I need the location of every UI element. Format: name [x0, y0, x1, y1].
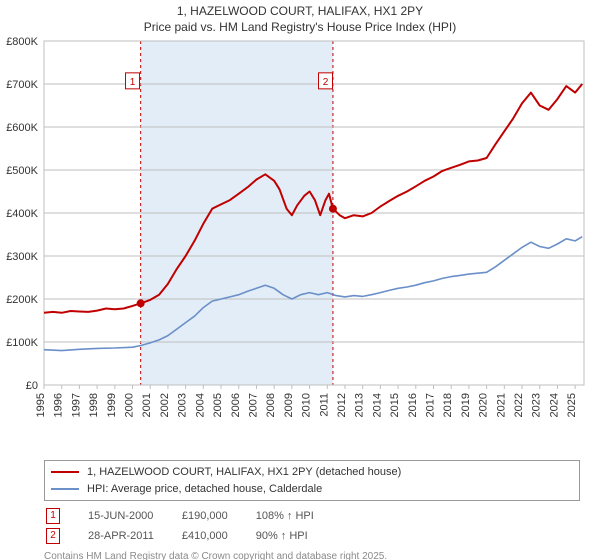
legend-swatch-hpi [51, 488, 79, 490]
sale-marker-1: 1 [46, 508, 60, 524]
svg-text:2025: 2025 [566, 393, 578, 417]
svg-text:2: 2 [323, 77, 329, 88]
legend-row-hpi: HPI: Average price, detached house, Cald… [51, 481, 573, 498]
svg-text:2009: 2009 [283, 393, 295, 417]
price-line-chart: £0 £100K £200K £300K £400K £500K £600K £700K £80… [0, 35, 600, 451]
svg-text:2017: 2017 [425, 393, 437, 417]
svg-text:1995: 1995 [35, 393, 47, 417]
legend: 1, HAZELWOOD COURT, HALIFAX, HX1 2PY (de… [44, 460, 580, 501]
table-row: 2 28-APR-2011 £410,000 90% ↑ HPI [46, 527, 340, 545]
svg-text:2011: 2011 [318, 393, 330, 417]
svg-text:2000: 2000 [124, 393, 136, 417]
svg-text:1997: 1997 [70, 393, 82, 417]
svg-text:2022: 2022 [513, 393, 525, 417]
svg-text:2007: 2007 [247, 393, 259, 417]
svg-text:1: 1 [130, 77, 136, 88]
svg-text:£200K: £200K [6, 294, 38, 306]
svg-text:2018: 2018 [442, 393, 454, 417]
svg-text:2004: 2004 [194, 393, 206, 417]
footer-attribution: Contains HM Land Registry data © Crown c… [44, 551, 580, 560]
svg-text:1998: 1998 [88, 393, 100, 417]
legend-label-hpi: HPI: Average price, detached house, Cald… [87, 481, 322, 498]
svg-text:£600K: £600K [6, 122, 38, 134]
svg-text:2016: 2016 [407, 393, 419, 417]
svg-text:2021: 2021 [495, 393, 507, 417]
svg-text:2001: 2001 [141, 393, 153, 417]
sale-hpi-2: 90% ↑ HPI [256, 527, 340, 545]
svg-text:2023: 2023 [531, 393, 543, 417]
svg-text:£500K: £500K [6, 165, 38, 177]
svg-text:2013: 2013 [354, 393, 366, 417]
svg-text:2014: 2014 [371, 393, 383, 417]
svg-text:2024: 2024 [548, 393, 560, 417]
sale-price-2: £410,000 [182, 527, 254, 545]
svg-text:2003: 2003 [177, 393, 189, 417]
svg-text:2008: 2008 [265, 393, 277, 417]
table-row: 1 15-JUN-2000 £190,000 108% ↑ HPI [46, 507, 340, 525]
chart-container: £0 £100K £200K £300K £400K £500K £600K £700K £80… [0, 35, 600, 454]
legend-label-property: 1, HAZELWOOD COURT, HALIFAX, HX1 2PY (de… [87, 464, 401, 481]
svg-text:£0: £0 [26, 380, 38, 392]
svg-text:2006: 2006 [230, 393, 242, 417]
svg-text:£800K: £800K [6, 36, 38, 48]
svg-text:2012: 2012 [336, 393, 348, 417]
svg-text:£700K: £700K [6, 79, 38, 91]
title-line1: 1, HAZELWOOD COURT, HALIFAX, HX1 2PY [0, 4, 600, 20]
svg-text:£100K: £100K [6, 337, 38, 349]
svg-text:£400K: £400K [6, 208, 38, 220]
sales-table: 1 15-JUN-2000 £190,000 108% ↑ HPI 2 28-A… [44, 505, 342, 547]
svg-text:2020: 2020 [478, 393, 490, 417]
svg-text:2005: 2005 [212, 393, 224, 417]
title-line2: Price paid vs. HM Land Registry's House … [0, 20, 600, 36]
footer-line1: Contains HM Land Registry data © Crown c… [44, 551, 580, 560]
svg-text:2002: 2002 [159, 393, 171, 417]
sale-price-1: £190,000 [182, 507, 254, 525]
svg-text:£300K: £300K [6, 251, 38, 263]
svg-text:2015: 2015 [389, 393, 401, 417]
sale-date-2: 28-APR-2011 [88, 527, 180, 545]
sale-marker-2: 2 [46, 528, 60, 544]
svg-text:2019: 2019 [460, 393, 472, 417]
sale-date-1: 15-JUN-2000 [88, 507, 180, 525]
legend-swatch-property [51, 471, 79, 473]
svg-text:2010: 2010 [301, 393, 313, 417]
svg-text:1999: 1999 [106, 393, 118, 417]
sale-hpi-1: 108% ↑ HPI [256, 507, 340, 525]
legend-row-property: 1, HAZELWOOD COURT, HALIFAX, HX1 2PY (de… [51, 464, 573, 481]
svg-text:1996: 1996 [53, 393, 65, 417]
chart-title-block: 1, HAZELWOOD COURT, HALIFAX, HX1 2PY Pri… [0, 0, 600, 35]
